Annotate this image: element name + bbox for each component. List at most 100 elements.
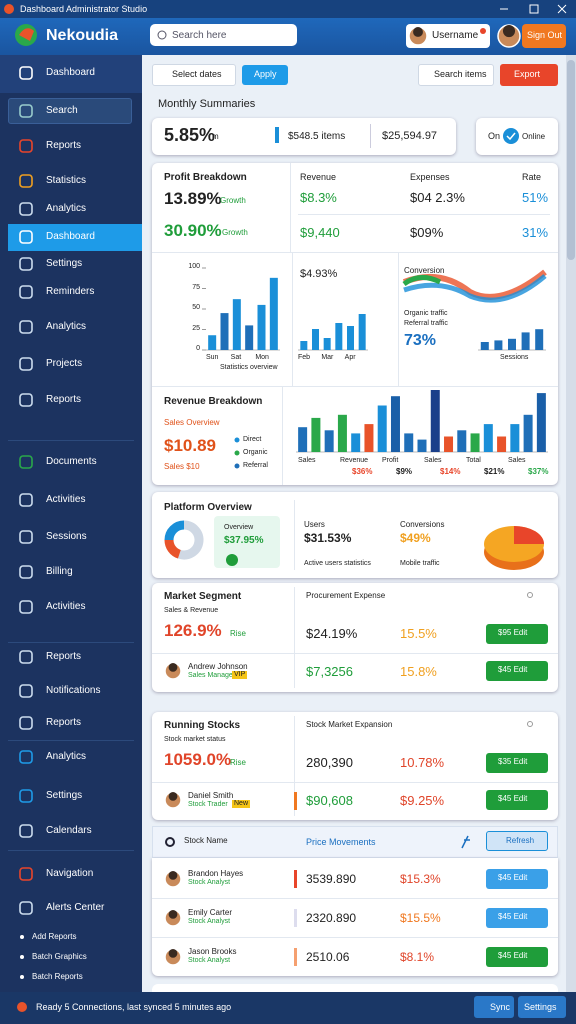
sidebar-item[interactable]: Statistics — [46, 175, 87, 186]
sidebar-item[interactable]: Reports — [46, 140, 82, 151]
sidebar-item[interactable]: Analytics — [46, 321, 87, 332]
edit-button[interactable] — [486, 790, 548, 810]
row-name: Jason Brooks — [188, 947, 237, 956]
sidebar-item[interactable]: Activities — [46, 601, 86, 612]
edit-button[interactable] — [486, 753, 548, 773]
sidebar-item[interactable]: Search — [46, 105, 78, 116]
sidebar-item[interactable]: Analytics — [46, 751, 87, 762]
sidebar-item[interactable]: Billing — [46, 566, 73, 577]
menu-dot — [527, 592, 533, 598]
edit-label[interactable]: $45 Edit — [498, 873, 528, 882]
search-items[interactable] — [418, 64, 494, 86]
segment-pct: 10.78% — [400, 755, 445, 770]
avatar-hair — [502, 25, 516, 38]
sidebar-active[interactable] — [8, 224, 142, 251]
sign-out-button[interactable] — [522, 24, 566, 48]
sidebar-item[interactable]: Analytics — [46, 203, 87, 214]
platform-label: Conversions — [400, 520, 445, 529]
kpi-column-value: 51% — [522, 190, 549, 205]
bar — [536, 393, 546, 452]
y-tick-label: 75 — [192, 283, 200, 291]
edit-label[interactable]: $95 Edit — [498, 628, 528, 637]
sidebar-item[interactable]: Documents — [46, 456, 97, 467]
sidebar-item[interactable]: Dashboard — [46, 67, 95, 78]
edit-button[interactable] — [486, 947, 548, 967]
bar — [457, 430, 467, 452]
date-filter[interactable] — [152, 64, 236, 86]
x-tick-label: Sat — [230, 354, 242, 361]
sidebar-item[interactable]: Reports — [46, 394, 82, 405]
settings-label[interactable]: Settings — [524, 1002, 557, 1012]
kpi-column-label: Rate — [522, 172, 542, 182]
bullet — [20, 935, 24, 939]
sync-label[interactable]: Sync — [490, 1002, 511, 1012]
sidebar-item[interactable]: Sessions — [46, 531, 87, 542]
edit-label[interactable]: $45 Edit — [498, 665, 528, 674]
refresh-label[interactable]: Refresh — [506, 836, 535, 845]
breakdown-value: $10.89 — [164, 436, 216, 455]
logo-mark — [19, 28, 34, 41]
divider — [292, 253, 293, 386]
bar — [323, 338, 331, 350]
edit-button[interactable] — [486, 908, 548, 928]
row-marker — [294, 948, 297, 966]
sidebar-item[interactable]: Notifications — [46, 685, 101, 696]
sidebar-item[interactable]: Dashboard — [46, 231, 95, 242]
apply-button[interactable] — [242, 65, 288, 85]
edit-label[interactable]: $35 Edit — [498, 757, 528, 766]
edit-button[interactable] — [486, 661, 548, 681]
kpi-column-value: $04 2.3% — [410, 190, 465, 205]
row-sub: Sales Manager — [188, 672, 236, 679]
bar — [508, 338, 516, 350]
bar — [521, 332, 530, 350]
bar — [335, 323, 343, 350]
sidebar-item[interactable]: Projects — [46, 358, 83, 369]
sidebar-item[interactable]: Settings — [46, 790, 83, 801]
sidebar-item[interactable]: Reports — [46, 651, 82, 662]
x-tick-label: Revenue — [340, 457, 369, 464]
sidebar-item[interactable]: Calendars — [46, 825, 92, 836]
sidebar-search[interactable] — [8, 98, 132, 124]
settings-button[interactable] — [518, 996, 566, 1018]
avatar-hair — [168, 871, 178, 880]
sidebar-icon — [19, 455, 33, 469]
edit-label[interactable]: $45 Edit — [498, 794, 528, 803]
wave — [403, 274, 547, 303]
edit-label[interactable]: $45 Edit — [498, 912, 528, 921]
sidebar-subitem[interactable]: Batch Reports — [32, 972, 83, 981]
sync-button[interactable] — [474, 996, 514, 1018]
x-tick-label: Feb — [298, 354, 311, 361]
bullet — [20, 975, 24, 979]
row-marker — [294, 909, 297, 927]
sidebar-icon — [19, 716, 33, 730]
sidebar-icon — [19, 357, 33, 371]
sidebar-item[interactable]: Reminders — [46, 286, 95, 297]
sidebar-icon — [19, 750, 33, 764]
sidebar-icon — [19, 650, 33, 664]
row-divider — [152, 937, 558, 938]
divider — [152, 252, 558, 253]
sidebar-icon — [19, 789, 33, 803]
sidebar-icon — [19, 565, 33, 579]
edit-button[interactable] — [486, 624, 548, 644]
segment-title: Running Stocks — [164, 720, 241, 731]
bar — [257, 304, 266, 350]
wave — [402, 275, 442, 287]
sidebar-item[interactable]: Activities — [46, 494, 86, 505]
search-box[interactable] — [150, 24, 297, 46]
overview-label: Overview — [224, 524, 254, 531]
platform-value: $31.53% — [304, 531, 352, 545]
sidebar-item[interactable]: Alerts Center — [46, 902, 105, 913]
edit-button[interactable] — [486, 869, 548, 889]
sidebar-item[interactable]: Reports — [46, 717, 82, 728]
sidebar-subitem[interactable]: Add Reports — [32, 932, 77, 941]
sidebar-subitem[interactable]: Batch Graphics — [32, 952, 87, 961]
edit-label[interactable]: $45 Edit — [498, 951, 528, 960]
bar — [351, 433, 361, 452]
bar — [444, 436, 454, 452]
sidebar-item[interactable]: Navigation — [46, 868, 94, 879]
refresh-button[interactable] — [486, 831, 548, 851]
export-button[interactable] — [500, 64, 558, 86]
sidebar-item[interactable]: Settings — [46, 258, 83, 269]
